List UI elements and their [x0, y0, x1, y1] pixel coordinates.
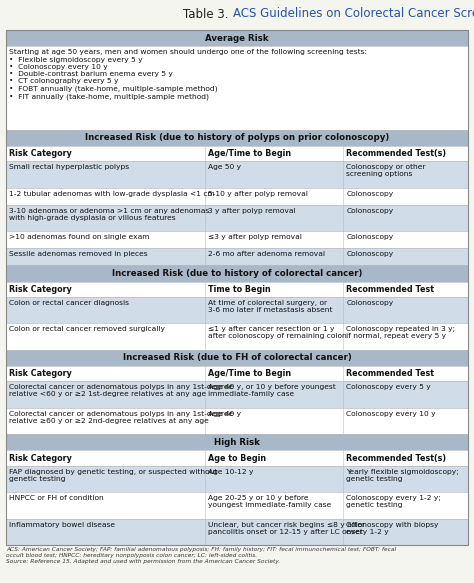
Text: Colon or rectal cancer diagnosis: Colon or rectal cancer diagnosis	[9, 300, 129, 305]
Text: Yearly flexible sigmoidoscopy;
genetic testing: Yearly flexible sigmoidoscopy; genetic t…	[346, 469, 459, 482]
Bar	[6, 381, 468, 408]
Text: Risk Category: Risk Category	[9, 454, 72, 462]
Text: Recommended Test: Recommended Test	[346, 369, 434, 378]
Text: Age/Time to Begin: Age/Time to Begin	[208, 149, 291, 158]
Bar	[6, 466, 468, 492]
Bar	[6, 248, 468, 265]
Text: Colorectal cancer or adenomatous polyps in any 1st-degree
relative <60 y or ≥2 1: Colorectal cancer or adenomatous polyps …	[9, 384, 233, 398]
Bar	[6, 205, 468, 231]
Text: Colonoscopy every 1-2 y;
genetic testing: Colonoscopy every 1-2 y; genetic testing	[346, 495, 441, 508]
Text: Age 40 y, or 10 y before youngest
immediate-family case: Age 40 y, or 10 y before youngest immedi…	[208, 384, 336, 398]
Bar	[6, 161, 468, 188]
Text: Colonoscopy with biopsy
every 1-2 y: Colonoscopy with biopsy every 1-2 y	[346, 522, 439, 535]
Text: 2-6 mo after adenoma removal: 2-6 mo after adenoma removal	[208, 251, 325, 257]
Text: Colonoscopy: Colonoscopy	[346, 234, 393, 240]
Bar	[6, 366, 468, 381]
Text: Colonoscopy every 5 y: Colonoscopy every 5 y	[346, 384, 431, 390]
Text: Risk Category: Risk Category	[9, 149, 72, 158]
Bar	[6, 47, 468, 129]
Text: Time to Begin: Time to Begin	[208, 285, 270, 294]
Text: Age 20-25 y or 10 y before
youngest immediate-family case: Age 20-25 y or 10 y before youngest imme…	[208, 495, 331, 508]
Bar	[6, 30, 468, 545]
Text: Colonoscopy: Colonoscopy	[346, 251, 393, 257]
Bar	[6, 30, 468, 47]
Text: Colonoscopy or other
screening options: Colonoscopy or other screening options	[346, 164, 426, 177]
Text: Age 40 y: Age 40 y	[208, 410, 241, 417]
Text: Colonoscopy: Colonoscopy	[346, 191, 393, 196]
Text: 1-2 tubular adenomas with low-grade dysplasia <1 cm: 1-2 tubular adenomas with low-grade dysp…	[9, 191, 215, 196]
Text: ACS Guidelines on Colorectal Cancer Screening and Surveillance: ACS Guidelines on Colorectal Cancer Scre…	[233, 8, 474, 20]
Text: Inflammatory bowel disease: Inflammatory bowel disease	[9, 522, 115, 528]
Text: At time of colorectal surgery, or
3-6 mo later if metastasis absent: At time of colorectal surgery, or 3-6 mo…	[208, 300, 332, 313]
Text: HNPCC or FH of condition: HNPCC or FH of condition	[9, 495, 104, 501]
Text: Increased Risk (due to FH of colorectal cancer): Increased Risk (due to FH of colorectal …	[123, 353, 351, 362]
Bar	[6, 282, 468, 297]
Text: Colonoscopy every 10 y: Colonoscopy every 10 y	[346, 410, 436, 417]
Bar	[6, 434, 468, 451]
Bar	[6, 518, 468, 545]
Text: Unclear, but cancer risk begins ≤8 y after
pancolitis onset or 12-15 y after LC : Unclear, but cancer risk begins ≤8 y aft…	[208, 522, 365, 535]
Bar	[6, 297, 468, 323]
Text: Average Risk: Average Risk	[205, 34, 269, 43]
Text: Table 3.: Table 3.	[183, 8, 232, 20]
Text: Recommended Test(s): Recommended Test(s)	[346, 149, 447, 158]
Bar	[6, 146, 468, 161]
Text: Colonoscopy: Colonoscopy	[346, 208, 393, 213]
Text: ≤3 y after polyp removal: ≤3 y after polyp removal	[208, 234, 301, 240]
Text: Small rectal hyperplastic polyps: Small rectal hyperplastic polyps	[9, 164, 129, 170]
Text: 5-10 y after polyp removal: 5-10 y after polyp removal	[208, 191, 308, 196]
Text: Colonoscopy repeated in 3 y;
if normal, repeat every 5 y: Colonoscopy repeated in 3 y; if normal, …	[346, 326, 456, 339]
Text: Colorectal cancer or adenomatous polyps in any 1st-degree
relative ≥60 y or ≥2 2: Colorectal cancer or adenomatous polyps …	[9, 410, 233, 424]
Bar	[0, 0, 474, 28]
Text: Age to Begin: Age to Begin	[208, 454, 266, 462]
Text: High Risk: High Risk	[214, 438, 260, 447]
Text: 3 y after polyp removal: 3 y after polyp removal	[208, 208, 295, 213]
Text: ACS: American Cancer Society; FAP: familial adenomatous polyposis; FH: family hi: ACS: American Cancer Society; FAP: famil…	[6, 547, 396, 564]
Text: >10 adenomas found on single exam: >10 adenomas found on single exam	[9, 234, 149, 240]
Text: Increased Risk (due to history of colorectal cancer): Increased Risk (due to history of colore…	[112, 269, 362, 278]
Text: Colonoscopy: Colonoscopy	[346, 300, 393, 305]
Bar	[6, 492, 468, 518]
Bar	[6, 323, 468, 350]
Text: Starting at age 50 years, men and women should undergo one of the following scre: Starting at age 50 years, men and women …	[9, 50, 367, 100]
Bar	[6, 350, 468, 366]
Bar	[6, 408, 468, 434]
Bar	[6, 188, 468, 205]
Text: Increased Risk (due to history of polyps on prior colonoscopy): Increased Risk (due to history of polyps…	[85, 134, 389, 142]
Text: 3-10 adenomas or adenoma >1 cm or any adenomas
with high-grade dysplasia or vill: 3-10 adenomas or adenoma >1 cm or any ad…	[9, 208, 209, 221]
Text: ≤1 y after cancer resection or 1 y
after colonoscopy of remaining colon: ≤1 y after cancer resection or 1 y after…	[208, 326, 346, 339]
Text: Colon or rectal cancer removed surgically: Colon or rectal cancer removed surgicall…	[9, 326, 165, 332]
Text: Age 10-12 y: Age 10-12 y	[208, 469, 253, 475]
Bar	[6, 129, 468, 146]
Text: Recommended Test(s): Recommended Test(s)	[346, 454, 447, 462]
Text: Risk Category: Risk Category	[9, 369, 72, 378]
Bar	[6, 265, 468, 282]
Text: Recommended Test: Recommended Test	[346, 285, 434, 294]
Text: Age/Time to Begin: Age/Time to Begin	[208, 369, 291, 378]
Text: Age 50 y: Age 50 y	[208, 164, 241, 170]
Text: Risk Category: Risk Category	[9, 285, 72, 294]
Bar	[6, 451, 468, 466]
Text: FAP diagnosed by genetic testing, or suspected without
genetic testing: FAP diagnosed by genetic testing, or sus…	[9, 469, 218, 482]
Text: Sessile adenomas removed in pieces: Sessile adenomas removed in pieces	[9, 251, 147, 257]
Bar	[6, 231, 468, 248]
